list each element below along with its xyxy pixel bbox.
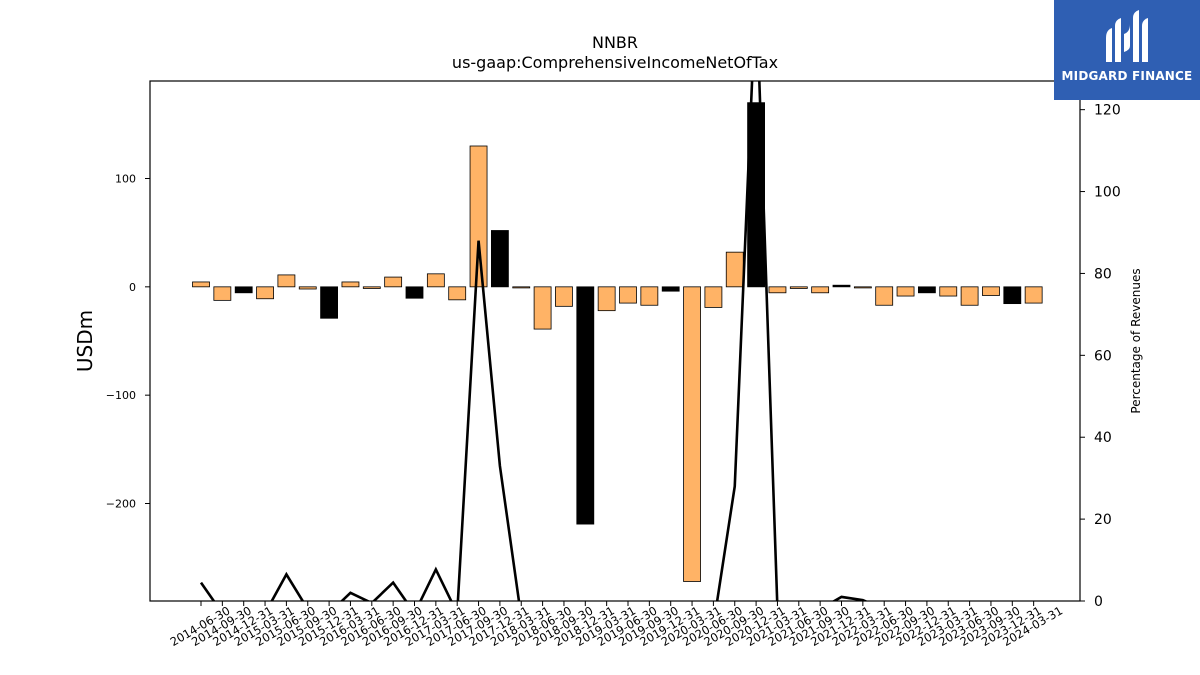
bar — [533, 286, 552, 330]
bar — [960, 286, 979, 306]
y-tick-label: 100 — [115, 173, 136, 186]
y2-tick-label: 0 — [1094, 594, 1103, 610]
bar-series — [192, 102, 1043, 582]
bar — [256, 286, 274, 300]
bar — [320, 286, 339, 319]
bar — [576, 286, 595, 525]
chart-title: NNBR — [592, 33, 638, 52]
chart-subtitle: us-gaap:ComprehensiveIncomeNetOfTax — [452, 53, 778, 72]
midgard-finance-logo: MIDGARD FINANCE — [1054, 0, 1200, 100]
y-tick-label: −100 — [106, 389, 136, 402]
bar — [555, 286, 573, 307]
bar — [725, 251, 744, 288]
y2-tick-label: 120 — [1094, 103, 1121, 119]
bar — [661, 286, 680, 292]
bar — [1024, 286, 1043, 304]
bar — [853, 286, 872, 289]
bar — [1003, 286, 1022, 305]
bar — [875, 286, 894, 306]
bar — [811, 286, 830, 294]
plot-frame — [149, 80, 1081, 602]
bar — [768, 286, 787, 294]
bar — [277, 274, 296, 288]
bar — [405, 286, 424, 299]
y2-tick-label: 20 — [1094, 512, 1112, 528]
y2-tick-label: 60 — [1094, 348, 1112, 364]
bar — [640, 286, 659, 306]
plot-area: −200−10001000204060801001202014-06-30201… — [106, 80, 1121, 649]
bar — [213, 286, 232, 301]
y-tick-label: −200 — [106, 498, 136, 511]
bar — [490, 230, 509, 288]
bar — [832, 284, 851, 288]
bar — [619, 286, 637, 304]
bar — [683, 286, 701, 582]
bar — [939, 286, 958, 297]
bar — [192, 281, 210, 288]
y2-axis-label: Percentage of Revenues — [1129, 268, 1143, 413]
bar — [362, 286, 381, 289]
bar — [896, 286, 915, 297]
y-axis-label: USDm — [73, 310, 97, 372]
y2-tick-label: 100 — [1094, 185, 1121, 201]
bar — [597, 286, 616, 312]
bar — [448, 286, 467, 301]
bar — [512, 286, 531, 289]
bar — [789, 286, 808, 289]
bar — [384, 276, 403, 288]
logo-text: MIDGARD FINANCE — [1061, 69, 1193, 83]
bar — [298, 286, 317, 290]
bar — [918, 286, 936, 294]
bar — [341, 281, 360, 288]
bar — [469, 145, 488, 288]
bar — [982, 286, 1000, 296]
y2-tick-label: 40 — [1094, 430, 1112, 446]
bar — [704, 286, 723, 308]
y2-tick-label: 80 — [1094, 266, 1112, 282]
y-tick-label: 0 — [129, 281, 136, 294]
logo-mark-icon — [1106, 10, 1148, 62]
bar — [234, 286, 253, 294]
bar — [426, 273, 445, 288]
